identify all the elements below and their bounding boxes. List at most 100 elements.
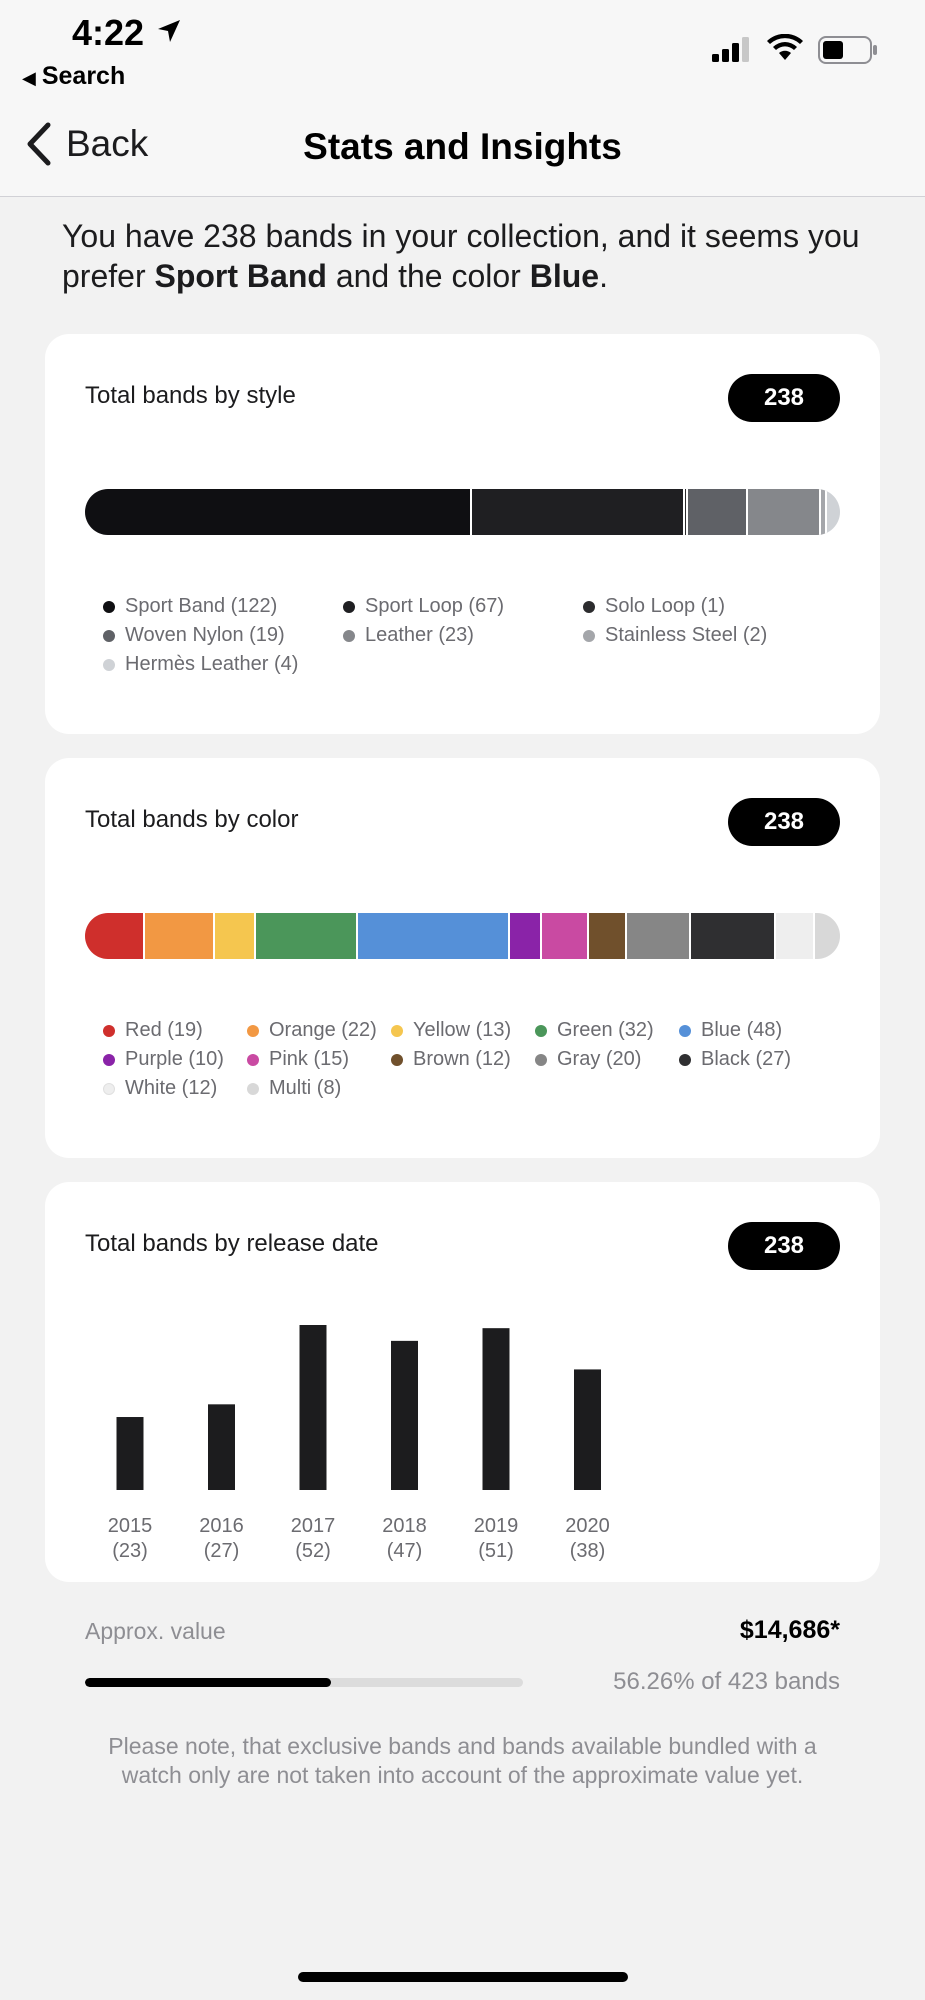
color-legend-item: Blue (48) (679, 1016, 823, 1045)
collection-summary: You have 238 bands in your collection, a… (62, 216, 872, 296)
legend-dot-icon (247, 1024, 259, 1037)
back-to-app-link[interactable]: ◀ Search (22, 62, 125, 91)
style-card: Total bands by style 238 Sport Band (122… (45, 334, 880, 734)
legend-dot-icon (391, 1053, 403, 1066)
color-legend-item: Red (19) (103, 1016, 247, 1045)
style-legend-label: Sport Band (122) (125, 595, 278, 617)
style-legend-label: Solo Loop (1) (605, 595, 726, 617)
back-button[interactable]: Back (26, 122, 148, 166)
release-bar (116, 1417, 144, 1490)
summary-text-1: You have 238 bands in your collection, a… (62, 218, 860, 294)
style-legend-item: Solo Loop (1) (583, 592, 823, 621)
color-legend-item: Green (32) (535, 1016, 679, 1045)
color-legend-label: Brown (12) (413, 1048, 511, 1070)
release-bar (391, 1340, 418, 1490)
legend-dot-icon (391, 1024, 403, 1037)
color-legend-label: Green (32) (557, 1019, 654, 1041)
wifi-icon (767, 34, 803, 60)
color-legend-label: Yellow (13) (413, 1019, 512, 1041)
legend-dot-icon (535, 1024, 547, 1037)
color-bar-segment (85, 913, 146, 959)
page-title: Stats and Insights (303, 126, 622, 167)
color-legend-label: Orange (22) (269, 1019, 377, 1041)
style-legend-label: Stainless Steel (2) (605, 624, 768, 646)
release-card: Total bands by release date 238 2015 (23)… (45, 1182, 880, 1582)
style-bar-segment (687, 489, 748, 535)
legend-dot-icon (103, 658, 115, 671)
color-bar-segment (510, 913, 542, 959)
legend-dot-icon (103, 1053, 115, 1066)
summary-text-2: and the color (326, 258, 530, 294)
style-legend-label: Leather (23) (365, 624, 474, 646)
release-bar-chart: 2015 (23) 2016 (27) 2017 (52) 2018 (47) 2019 (51)… (108, 1325, 610, 1562)
color-legend-item: Gray (20) (535, 1045, 679, 1074)
status-time: 4:22 (72, 12, 145, 53)
color-legend-label: Pink (15) (269, 1048, 350, 1070)
color-legend-label: Blue (48) (701, 1019, 783, 1041)
summary-text-3: . (599, 258, 608, 294)
style-legend-item: Leather (23) (343, 621, 583, 650)
color-legend-label: Gray (20) (557, 1048, 642, 1070)
release-bar (574, 1369, 601, 1490)
collection-progress-text: 56.26% of 423 bands (613, 1668, 840, 1695)
style-bar-segment (827, 489, 840, 535)
color-bar-segment (357, 913, 511, 959)
color-legend-item: White (12) (103, 1074, 247, 1103)
release-count-label: (47) (387, 1540, 423, 1562)
release-count-label: (23) (112, 1540, 148, 1562)
legend-dot-icon (247, 1082, 259, 1095)
release-year-label: 2015 (108, 1515, 153, 1537)
collection-progress-fill (85, 1678, 332, 1687)
style-bar-segment (820, 489, 828, 535)
color-legend-label: Red (19) (125, 1019, 203, 1041)
back-button-label: Back (66, 123, 149, 164)
legend-dot-icon (103, 629, 115, 642)
style-bar-segment (684, 489, 688, 535)
legend-dot-icon (103, 1024, 115, 1037)
style-legend-item: Sport Band (122) (103, 592, 343, 621)
style-bar-segment (747, 489, 821, 535)
legend-dot-icon (103, 1082, 115, 1095)
color-legend-item: Multi (8) (247, 1074, 391, 1103)
navigation-bar: Back Stats and Insights (0, 100, 925, 197)
style-legend-item: Woven Nylon (19) (103, 621, 343, 650)
style-legend-item: Hermès Leather (4) (103, 650, 343, 679)
home-indicator[interactable] (298, 1972, 628, 1982)
style-legend-item: Sport Loop (67) (343, 592, 583, 621)
color-legend-item: Black (27) (679, 1045, 823, 1074)
color-bar-segment (627, 913, 691, 959)
release-year-label: 2019 (474, 1515, 519, 1537)
release-year-label: 2017 (291, 1515, 336, 1537)
status-bar: 4:22 ◀ Search (0, 0, 925, 100)
style-legend: Sport Band (122) Sport Loop (67) Solo Loop… (103, 592, 863, 679)
collection-progress-bar (85, 1678, 523, 1687)
release-year-label: 2018 (382, 1515, 427, 1537)
approx-value-note: Please note, that exclusive bands and ba… (108, 1733, 817, 1788)
legend-dot-icon (679, 1053, 691, 1066)
color-legend-item: Brown (12) (391, 1045, 535, 1074)
color-legend-label: Purple (10) (125, 1048, 224, 1070)
approx-value-label: Approx. value (85, 1618, 226, 1644)
legend-dot-icon (583, 600, 595, 613)
color-stacked-bar (85, 913, 840, 959)
summary-preferred-style: Sport Band (154, 258, 327, 294)
release-year-label: 2020 (565, 1515, 610, 1537)
color-legend-item: Orange (22) (247, 1016, 391, 1045)
style-bar-segment (85, 489, 473, 535)
style-legend-item: Stainless Steel (2) (583, 621, 823, 650)
legend-dot-icon (343, 600, 355, 613)
color-bar-segment (145, 913, 216, 959)
release-bar (299, 1325, 327, 1490)
color-card: Total bands by color 238 Red (19) Orange … (45, 758, 880, 1158)
style-stacked-bar (85, 489, 840, 535)
back-app-label: Search (41, 62, 126, 90)
location-arrow-icon (158, 20, 180, 42)
color-legend: Red (19) Orange (22) Yellow (13) Green (32)… (103, 1016, 863, 1103)
color-card-title: Total bands by color (85, 806, 299, 833)
legend-dot-icon (247, 1053, 259, 1066)
color-legend-label: Black (27) (701, 1048, 792, 1070)
style-card-title: Total bands by style (85, 382, 296, 409)
color-legend-item: Yellow (13) (391, 1016, 535, 1045)
release-bar (208, 1404, 235, 1490)
style-bar-segment (472, 489, 685, 535)
